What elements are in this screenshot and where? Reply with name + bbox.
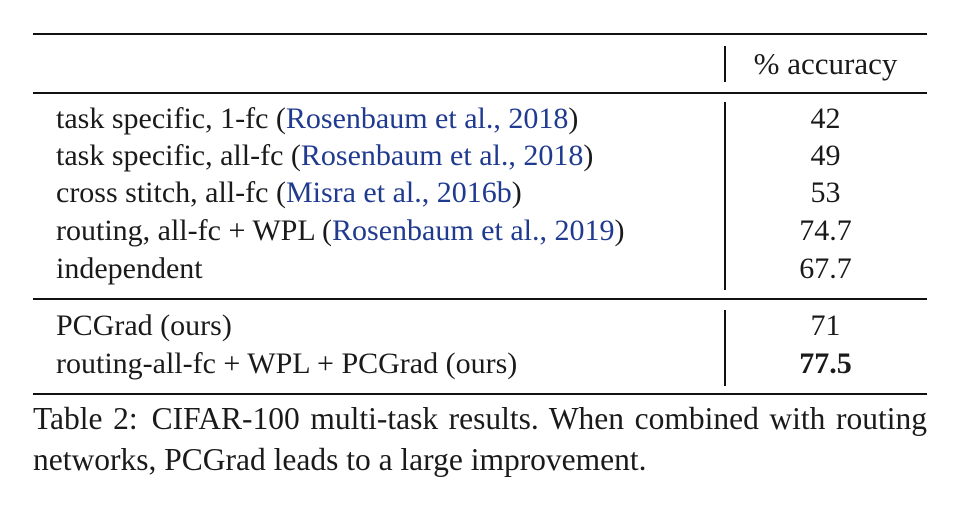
group2-column-divider xyxy=(724,310,726,386)
accuracy-value: 74.7 xyxy=(799,214,852,247)
citation-link[interactable]: Rosenbaum et al., 2018 xyxy=(285,102,569,135)
method-name: PCGrad (ours) xyxy=(56,309,232,342)
method-name: cross stitch, all-fc xyxy=(56,176,269,209)
method-name: task specific, all-fc xyxy=(56,139,284,172)
accuracy-value: 49 xyxy=(810,139,841,172)
table-bottom-rule xyxy=(33,393,927,395)
group1-column-divider xyxy=(724,102,726,290)
group-separator-rule xyxy=(33,298,927,300)
method-name: routing, all-fc + WPL xyxy=(56,214,315,247)
table-row: cross stitch, all-fc (Misra et al., 2016… xyxy=(0,174,960,212)
accuracy-value-best: 77.5 xyxy=(799,347,852,380)
caption-label: Table 2: xyxy=(33,401,138,436)
accuracy-value: 71 xyxy=(810,309,841,342)
accuracy-value: 67.7 xyxy=(799,252,852,285)
table-row: PCGrad (ours) 71 xyxy=(0,307,960,345)
accuracy-value: 42 xyxy=(810,102,841,135)
table-caption: Table 2: CIFAR-100 multi-task results. Wh… xyxy=(33,398,927,480)
citation-link[interactable]: Rosenbaum et al., 2018 xyxy=(300,139,584,172)
table-row: task specific, all-fc (Rosenbaum et al.,… xyxy=(0,137,960,175)
header-bottom-rule xyxy=(33,92,927,94)
citation-link[interactable]: Rosenbaum et al., 2019 xyxy=(332,214,615,247)
header-column-divider xyxy=(724,46,726,82)
table-row: routing, all-fc + WPL (Rosenbaum et al.,… xyxy=(0,212,960,250)
table-row: routing-all-fc + WPL + PCGrad (ours) 77.… xyxy=(0,345,960,383)
caption-text: CIFAR-100 multi-task results. When combi… xyxy=(33,401,927,477)
method-name: task specific, 1-fc xyxy=(56,102,269,135)
column-header-accuracy: % accuracy xyxy=(753,46,898,81)
accuracy-value: 53 xyxy=(810,176,841,209)
table-row: task specific, 1-fc (Rosenbaum et al., 2… xyxy=(0,100,960,138)
method-name: independent xyxy=(56,252,203,285)
table-row: independent 67.7 xyxy=(0,250,960,288)
citation-link[interactable]: Misra et al., 2016b xyxy=(285,176,512,209)
method-name: routing-all-fc + WPL + PCGrad (ours) xyxy=(56,347,518,380)
table-top-rule xyxy=(33,33,927,35)
